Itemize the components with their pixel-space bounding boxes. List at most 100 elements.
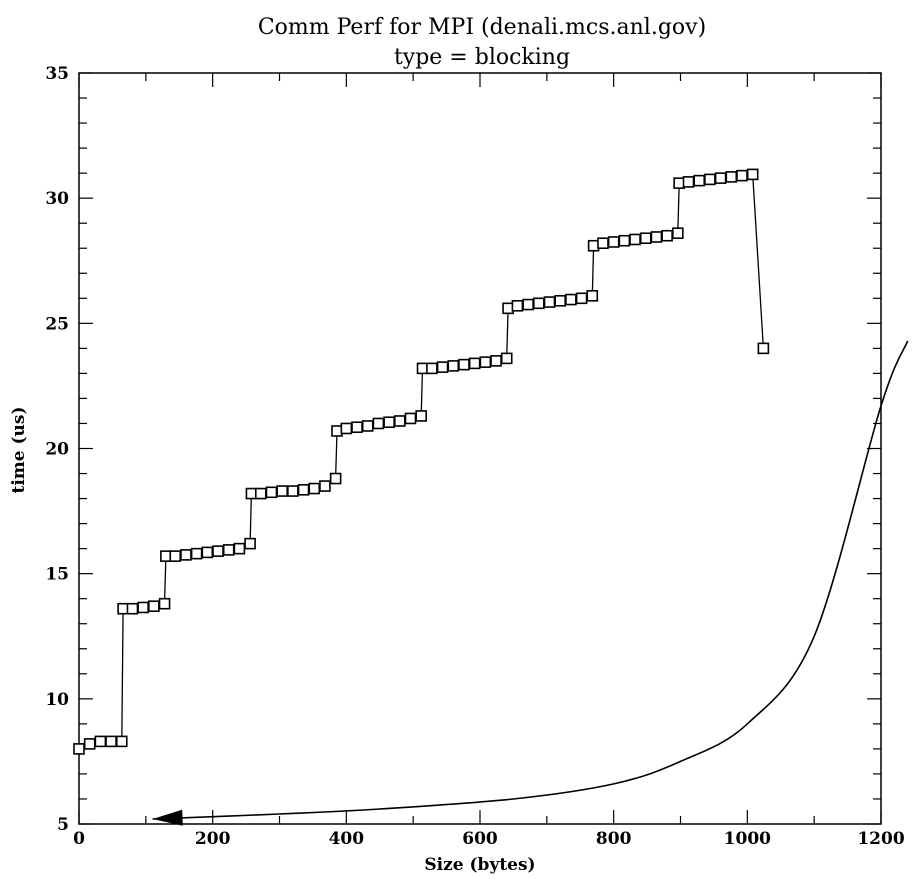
data-point: [415, 410, 427, 422]
data-point: [650, 231, 663, 243]
data-point: [297, 484, 310, 496]
series-lines: [78, 173, 765, 750]
data-point: [212, 545, 224, 557]
axis-ticks: [78, 72, 882, 825]
data-point: [661, 229, 673, 242]
data-point: [479, 356, 492, 368]
x-tick-label: 400: [329, 829, 365, 849]
data-point: [233, 542, 246, 555]
data-point: [83, 738, 96, 750]
data-point: [94, 735, 107, 748]
data-point: [244, 537, 256, 550]
data-point: [351, 421, 363, 434]
data-point: [393, 415, 406, 427]
chart-subtitle: type = blocking: [394, 45, 570, 70]
data-point: [361, 420, 374, 432]
y-tick-label: 5: [57, 815, 69, 835]
data-point: [287, 485, 299, 497]
data-point: [736, 169, 748, 182]
data-point: [511, 300, 524, 312]
data-point: [126, 602, 139, 615]
data-point: [587, 239, 600, 252]
data-point: [180, 549, 192, 561]
data-point: [137, 601, 149, 614]
data-point: [714, 172, 727, 184]
data-point: [201, 546, 214, 559]
data-point: [522, 298, 534, 311]
x-tick-label: 1200: [857, 829, 904, 849]
data-point: [468, 357, 481, 370]
data-point: [682, 176, 695, 188]
x-tick-label: 200: [195, 829, 231, 849]
data-point: [276, 485, 288, 497]
annotation-layer: [152, 340, 909, 826]
data-point: [673, 177, 685, 189]
x-axis-label: Size (bytes): [424, 855, 535, 875]
data-point: [254, 487, 267, 500]
series-line: [78, 173, 765, 750]
annotation-arrowhead: [152, 809, 183, 826]
data-point: [222, 544, 235, 556]
data-point: [704, 173, 716, 186]
data-point: [308, 482, 321, 495]
data-point: [533, 297, 545, 310]
data-point: [447, 360, 460, 372]
data-point: [73, 743, 85, 755]
x-tick-label: 600: [462, 829, 498, 849]
data-point: [319, 480, 331, 492]
y-axis-label: time (us): [9, 406, 29, 493]
data-point: [725, 171, 738, 183]
data-point: [169, 550, 182, 562]
data-point: [575, 292, 588, 305]
data-point: [500, 352, 513, 365]
y-tick-label: 20: [45, 440, 69, 460]
y-tick-label: 15: [45, 565, 69, 585]
x-tick-label: 0: [73, 829, 85, 849]
data-point: [117, 602, 129, 615]
data-point: [458, 358, 470, 371]
data-point: [639, 232, 652, 245]
data-point: [629, 233, 641, 246]
y-tick-label: 30: [45, 189, 69, 209]
data-point: [372, 417, 385, 430]
data-point: [265, 486, 278, 499]
data-point: [502, 302, 514, 315]
data-point: [105, 735, 117, 748]
data-point: [190, 547, 203, 560]
x-tick-label: 800: [596, 829, 632, 849]
data-point: [618, 234, 631, 247]
data-point: [160, 550, 172, 562]
y-tick-label: 35: [45, 64, 69, 84]
data-point: [586, 289, 599, 302]
data-point: [331, 425, 343, 437]
data-point: [340, 422, 353, 435]
data-point: [245, 487, 258, 500]
data-point: [329, 472, 342, 485]
data-point: [607, 236, 620, 248]
data-point: [746, 168, 759, 181]
data-point: [672, 227, 684, 240]
chart-title: Comm Perf for MPI (denali.mcs.anl.gov): [258, 15, 706, 40]
data-point: [158, 597, 171, 610]
y-tick-label: 25: [45, 314, 69, 334]
axis-tick-labels: 0 200 400 600 800 1000 1200 5 10 15 20 25 30 35: [45, 64, 904, 849]
data-point: [543, 296, 556, 308]
y-tick-label: 10: [45, 690, 69, 710]
data-point: [565, 293, 577, 306]
data-point: [490, 355, 502, 367]
x-tick-label: 1000: [724, 829, 771, 849]
data-point: [115, 735, 128, 748]
data-point: [597, 237, 609, 250]
data-point: [757, 342, 770, 355]
data-point: [436, 361, 449, 373]
data-point: [383, 416, 395, 429]
data-point: [148, 600, 160, 613]
data-point: [693, 174, 706, 187]
data-point: [554, 295, 567, 307]
data-point: [404, 412, 417, 425]
data-point: [416, 362, 429, 375]
annotation-arrow-curve: [152, 340, 909, 820]
series-markers: [73, 168, 770, 755]
data-point: [426, 362, 438, 375]
